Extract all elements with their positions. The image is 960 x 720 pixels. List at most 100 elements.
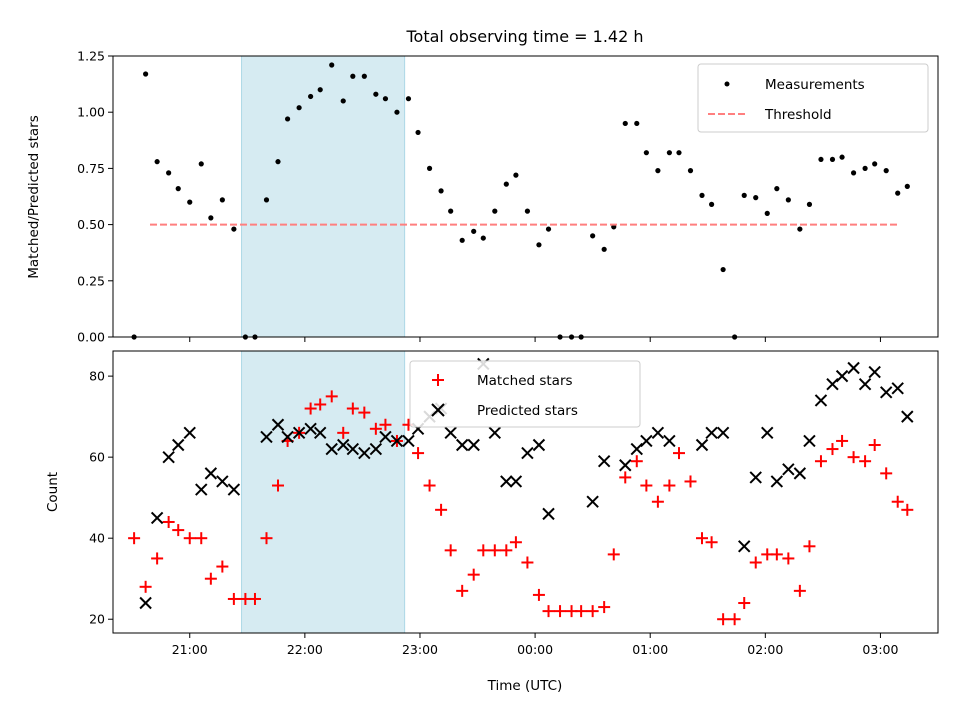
measurement-point <box>655 168 661 174</box>
matched-stars-point <box>204 572 217 585</box>
matched-stars-point <box>782 552 795 565</box>
legend-matched-marker <box>432 374 444 386</box>
measurement-point <box>753 195 759 201</box>
matched-stars-point <box>444 544 457 557</box>
observing-window-span-bottom <box>241 350 406 634</box>
predicted-stars-point <box>379 430 392 444</box>
measurement-point <box>764 210 770 216</box>
matched-stars-point <box>901 503 914 516</box>
matched-stars-point <box>770 548 783 561</box>
measurement-point <box>709 201 715 207</box>
matched-stars-point <box>891 495 904 508</box>
matched-stars-point <box>304 402 317 415</box>
measurement-point <box>590 233 596 239</box>
top-y-axis: 0.00 0.25 0.50 0.75 1.00 1.25 <box>77 49 113 345</box>
matched-stars-point <box>272 479 284 492</box>
y-tick-label: 80 <box>89 369 105 384</box>
matched-stars-point <box>151 552 164 565</box>
predicted-stars-point <box>542 507 555 521</box>
matched-stars-point <box>314 398 327 411</box>
measurement-point <box>850 170 857 176</box>
legend-threshold-label: Threshold <box>764 107 832 123</box>
measurement-point <box>448 208 454 214</box>
predicted-stars-point <box>402 434 415 448</box>
predicted-stars-point <box>172 438 185 452</box>
measurement-point <box>284 116 291 122</box>
matched-stars-point <box>325 390 338 403</box>
bottom-panel: 20 40 60 80 21:00 22:00 23:00 00:00 01:00 02:00 0… <box>45 350 939 694</box>
matched-stars-point <box>749 556 762 569</box>
predicted-stars-point <box>455 438 469 452</box>
predicted-stars-point <box>509 475 523 488</box>
predicted-stars-point <box>891 382 904 395</box>
measurement-point <box>839 154 845 160</box>
measurement-point <box>154 159 160 165</box>
measurement-point <box>175 186 181 192</box>
measurement-point <box>340 98 346 104</box>
measurement-point <box>666 150 672 156</box>
matched-stars-point <box>358 406 371 419</box>
x-tick-label: 22:00 <box>287 642 323 657</box>
predicted-stars-point <box>630 442 643 456</box>
top-panel: 0.00 0.25 0.50 0.75 1.00 1.25 Total observing… <box>26 27 939 345</box>
matched-stars-point <box>532 588 545 601</box>
x-tick-label: 23:00 <box>402 642 438 657</box>
matched-stars-point <box>172 524 185 537</box>
predicted-stars-point <box>901 410 914 423</box>
measurement-point <box>883 168 889 174</box>
matched-stars-point <box>868 439 881 451</box>
measurement-point <box>829 156 836 163</box>
measurement-point <box>872 161 878 167</box>
predicted-stars-point <box>216 475 229 488</box>
predicted-stars-point <box>879 386 893 399</box>
measurement-point <box>741 192 747 198</box>
predicted-stars-point <box>705 426 718 440</box>
top-chart-title: Total observing time = 1.42 h <box>405 27 643 46</box>
top-y-axis-label: Matched/Predicted stars <box>26 115 42 278</box>
measurement-point <box>720 266 726 273</box>
predicted-stars-point <box>847 361 860 375</box>
measurement-point <box>904 183 910 189</box>
matched-stars-point <box>859 455 872 468</box>
measurement-point <box>296 105 302 111</box>
measurement-point <box>382 96 389 102</box>
measurement-point <box>524 208 531 214</box>
predicted-stars-point <box>358 446 371 460</box>
legend-measurements-marker <box>724 81 730 87</box>
predicted-stars-point <box>770 475 784 488</box>
matched-stars-point <box>369 422 382 435</box>
legend-predicted-label: Predicted stars <box>477 403 578 419</box>
predicted-stars-point <box>346 442 360 456</box>
matched-stars-point <box>684 475 697 488</box>
predicted-stars-point <box>619 459 632 472</box>
predicted-stars-point <box>183 426 196 440</box>
measurement-point <box>415 129 421 136</box>
measurement-point <box>166 170 172 176</box>
measurement-point <box>480 235 486 241</box>
predicted-stars-point <box>651 426 665 440</box>
predicted-stars-point <box>390 434 404 448</box>
predicted-stars-point <box>826 378 839 391</box>
x-tick-label: 21:00 <box>172 642 208 657</box>
y-tick-label: 60 <box>89 450 105 465</box>
matched-stars-point <box>619 471 632 484</box>
matched-stars-point <box>738 597 751 610</box>
measurement-point <box>361 73 367 79</box>
predicted-stars-point <box>139 596 152 610</box>
matched-stars-point <box>456 584 469 597</box>
predicted-stars-point <box>467 438 480 452</box>
predicted-stars-point <box>162 450 175 464</box>
predicted-stars-point <box>716 426 730 440</box>
predicted-stars-point <box>292 426 306 440</box>
observing-window-span-top <box>241 55 406 338</box>
bottom-y-axis: 20 40 60 80 <box>89 369 113 627</box>
bottom-x-axis-label: Time (UTC) <box>487 678 563 694</box>
measurement-point <box>634 120 640 127</box>
matched-stars-point <box>216 560 229 573</box>
predicted-stars-point <box>304 422 317 436</box>
predicted-stars-point <box>738 540 751 553</box>
y-tick-label: 0.75 <box>77 161 105 176</box>
measurement-point <box>187 199 193 205</box>
predicted-stars-point <box>749 471 762 484</box>
